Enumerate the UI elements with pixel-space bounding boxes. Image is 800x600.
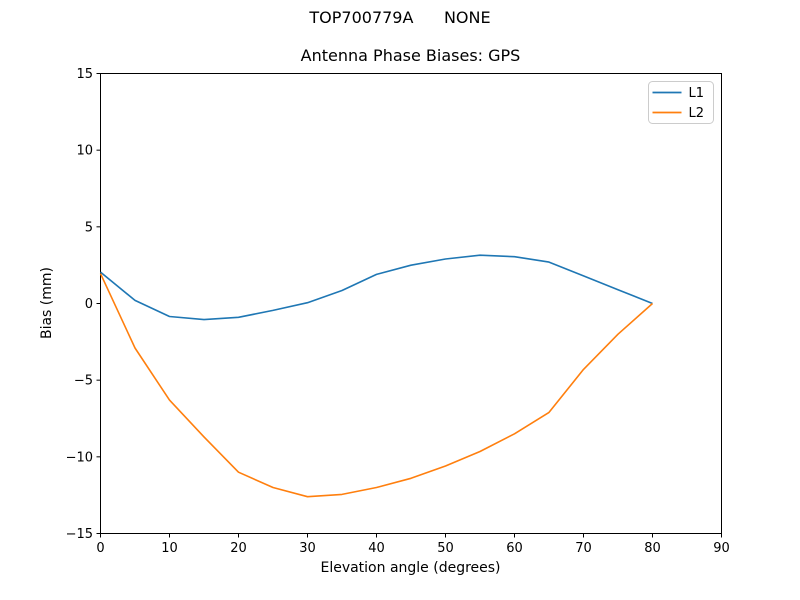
y-tick-label: 10 xyxy=(76,144,93,159)
y-tick-label: 15 xyxy=(76,67,93,82)
legend-label-L2: L2 xyxy=(689,106,705,121)
legend-label-L1: L1 xyxy=(689,86,705,101)
y-tick-label: −15 xyxy=(66,527,93,542)
x-axis-label: Elevation angle (degrees) xyxy=(320,560,501,576)
figure-suptitle: TOP700779A NONE xyxy=(309,8,491,27)
series-line-L2 xyxy=(99,273,654,498)
y-axis-label: Bias (mm) xyxy=(39,266,55,340)
x-tick-label: 0 xyxy=(96,541,104,556)
y-tick-label: −5 xyxy=(74,374,93,389)
axes-spines xyxy=(100,73,722,534)
x-tick-label: 20 xyxy=(230,541,247,556)
y-tick-label: 0 xyxy=(85,297,93,312)
x-tick-label: 10 xyxy=(161,541,178,556)
x-tick-label: 90 xyxy=(713,541,730,556)
x-tick-label: 50 xyxy=(437,541,454,556)
x-tick-label: 80 xyxy=(644,541,661,556)
x-tick-label: 60 xyxy=(506,541,523,556)
x-tick-label: 30 xyxy=(299,541,316,556)
chart-title: Antenna Phase Biases: GPS xyxy=(300,46,521,65)
y-tick-label: −10 xyxy=(66,450,93,465)
x-tick-label: 40 xyxy=(368,541,385,556)
x-tick-label: 70 xyxy=(575,541,592,556)
series-line-L1 xyxy=(99,254,653,321)
y-tick-label: 5 xyxy=(85,220,93,235)
